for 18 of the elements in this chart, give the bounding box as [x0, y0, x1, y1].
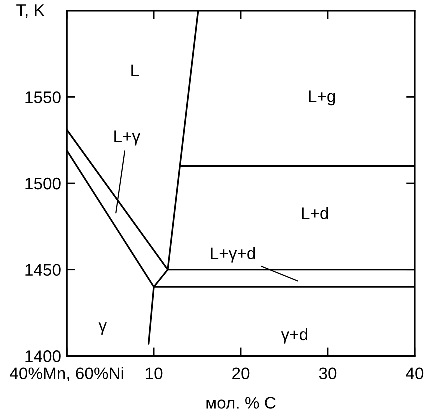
x-tick-label: 30 — [319, 368, 337, 380]
y-tick-label: 1550 — [26, 92, 61, 104]
annotation: L+g — [309, 90, 336, 106]
x-tick-label: 40 — [406, 368, 424, 380]
x-tick-label: 40%Mn, 60%Ni — [10, 367, 124, 382]
annotation: γ+d — [281, 328, 308, 344]
annotation: L+γ — [114, 130, 141, 146]
x-axis-title: мол. % C — [206, 397, 276, 409]
annotation: L+d — [302, 207, 328, 220]
annotation: L+γ+d — [211, 247, 256, 263]
y-tick-label: 1500 — [26, 178, 61, 190]
x-tick-label: 20 — [232, 368, 250, 380]
annotation: γ — [98, 322, 108, 335]
x-tick-label: 10 — [146, 368, 163, 380]
y-tick-label: 1450 — [26, 264, 61, 276]
y-tick-label: 1400 — [26, 350, 61, 362]
y-axis-title: T, K — [16, 4, 45, 18]
annotation: L — [132, 64, 139, 76]
